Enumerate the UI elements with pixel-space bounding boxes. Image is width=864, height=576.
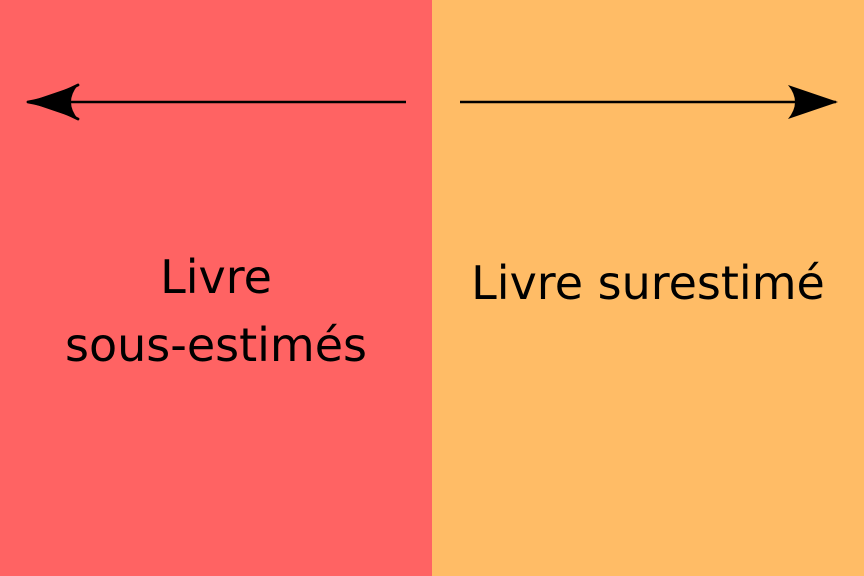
right-arrow-icon bbox=[460, 85, 838, 119]
right-panel: Livre surestimé bbox=[432, 0, 864, 576]
overrated-label: Livre surestimé bbox=[471, 256, 825, 310]
underrated-label-line1: Livre bbox=[160, 250, 272, 304]
underrated-label: Livre sous-estimés bbox=[0, 243, 432, 379]
left-arrow-icon bbox=[26, 83, 406, 121]
left-panel: Livre sous-estimés bbox=[0, 0, 432, 576]
underrated-label-line2: sous-estimés bbox=[65, 318, 367, 372]
